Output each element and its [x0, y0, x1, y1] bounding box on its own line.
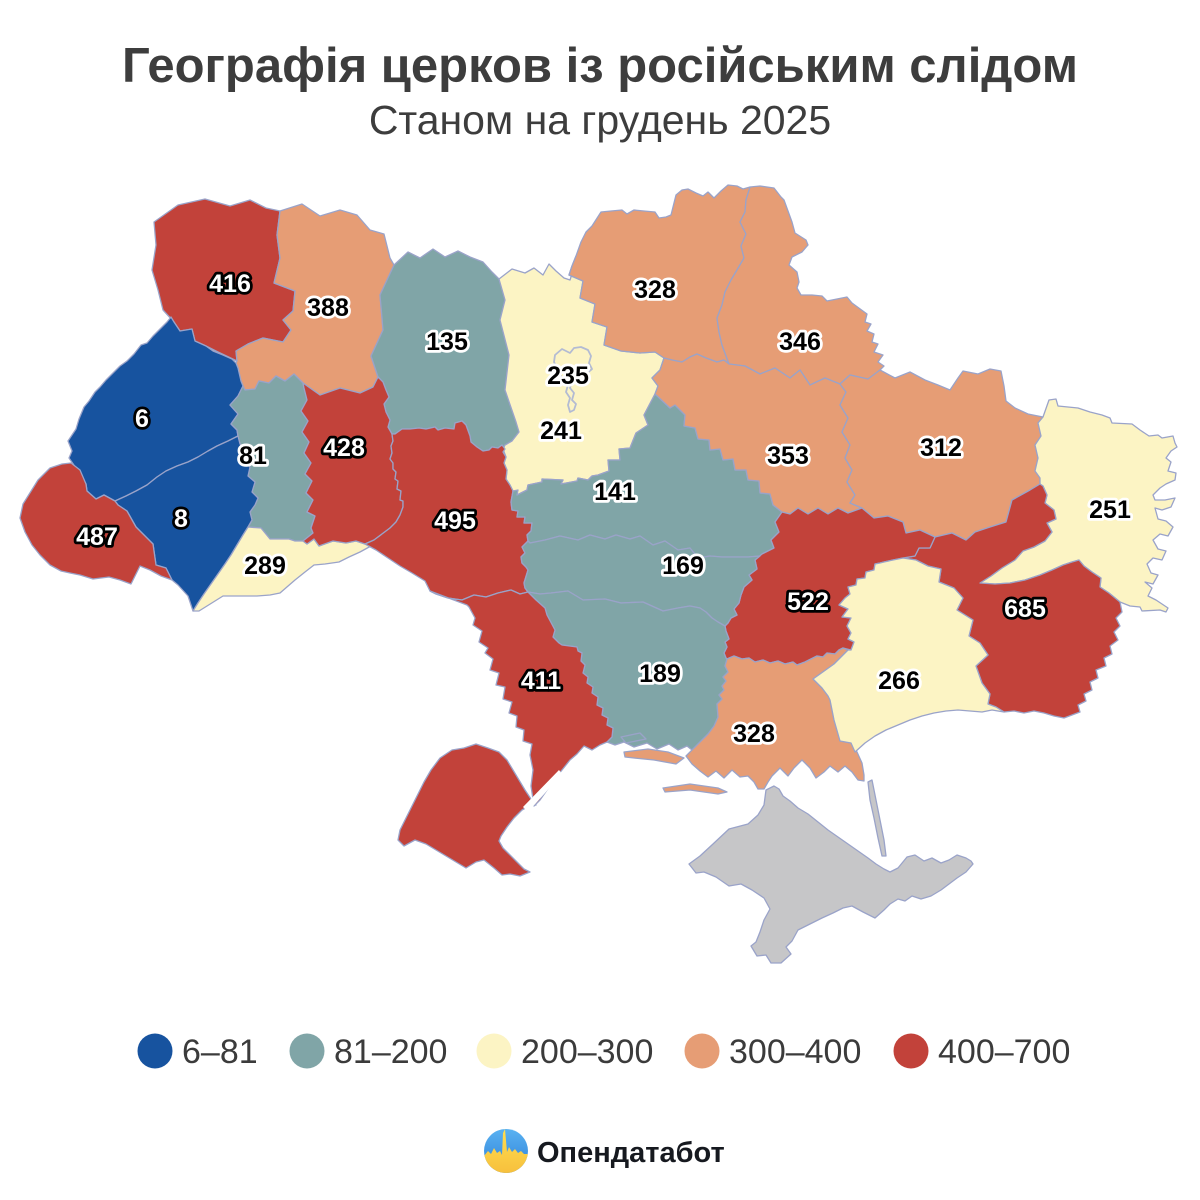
svg-text:312: 312	[920, 434, 962, 462]
svg-text:Опендатабот: Опендатабот	[537, 1137, 725, 1169]
svg-text:416: 416	[209, 270, 251, 298]
svg-text:81–200: 81–200	[334, 1033, 447, 1071]
svg-text:81: 81	[239, 442, 267, 470]
svg-text:135: 135	[426, 328, 468, 356]
svg-text:266: 266	[878, 667, 920, 695]
svg-text:189: 189	[639, 660, 681, 688]
svg-text:388: 388	[307, 294, 349, 322]
svg-text:200–300: 200–300	[521, 1033, 653, 1071]
svg-text:289: 289	[244, 552, 286, 580]
svg-text:241: 241	[540, 417, 582, 445]
svg-text:487: 487	[76, 523, 118, 551]
svg-text:328: 328	[634, 276, 676, 304]
svg-text:400–700: 400–700	[938, 1033, 1070, 1071]
svg-text:Географія церков із російським: Географія церков із російським слідом	[122, 39, 1078, 93]
svg-text:169: 169	[662, 552, 704, 580]
svg-text:6: 6	[135, 405, 149, 433]
svg-text:251: 251	[1089, 496, 1131, 524]
svg-text:328: 328	[733, 720, 775, 748]
svg-text:522: 522	[787, 588, 829, 616]
svg-text:495: 495	[434, 507, 476, 535]
svg-text:235: 235	[547, 362, 589, 390]
svg-text:6–81: 6–81	[182, 1033, 258, 1071]
svg-text:428: 428	[323, 434, 365, 462]
svg-text:411: 411	[521, 667, 561, 695]
svg-text:Станом на грудень 2025: Станом на грудень 2025	[369, 97, 831, 143]
svg-text:346: 346	[779, 328, 821, 356]
svg-text:353: 353	[767, 442, 809, 470]
svg-text:141: 141	[594, 478, 636, 506]
svg-text:685: 685	[1004, 595, 1046, 623]
svg-text:300–400: 300–400	[729, 1033, 861, 1071]
svg-text:8: 8	[174, 505, 188, 533]
